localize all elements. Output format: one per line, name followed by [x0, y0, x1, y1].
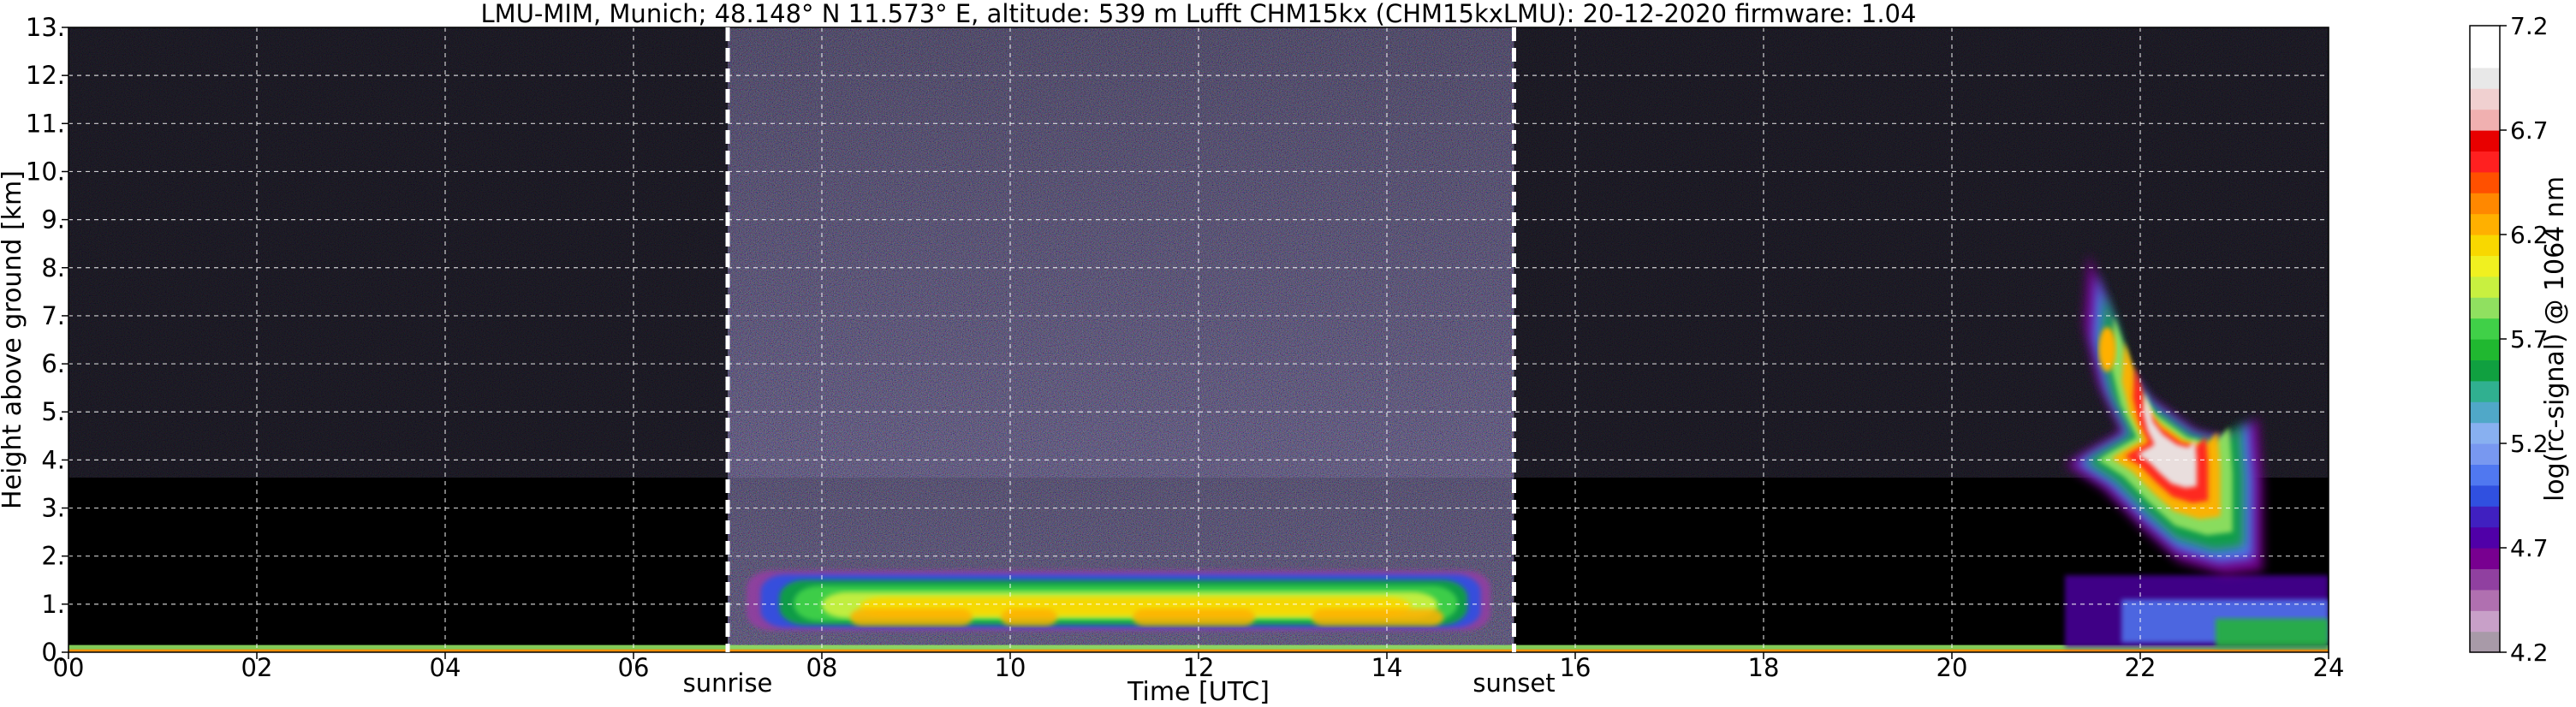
- y-tick-label: 8.: [41, 253, 65, 282]
- sun-markers: sunrise sunset: [683, 27, 1556, 698]
- colorbar-segment: [2470, 610, 2500, 633]
- x-tick-label: 18: [1748, 653, 1780, 682]
- y-tick-label: 7.: [41, 301, 65, 330]
- grid-lines: [68, 27, 2329, 652]
- x-axis: 00 02 04 06 08 10 12 14 16 18 20 22 24: [53, 652, 2345, 682]
- y-tick-label: 10.: [26, 157, 65, 186]
- colorbar-segment: [2470, 506, 2500, 528]
- colorbar-segment: [2470, 26, 2500, 47]
- y-axis-label: Height above ground [km]: [0, 170, 27, 509]
- x-tick-label: 22: [2125, 653, 2157, 682]
- colorbar-segment: [2470, 297, 2500, 319]
- colorbar-tick-label: 5.7: [2510, 325, 2549, 354]
- colorbar-segment: [2470, 443, 2500, 465]
- colorbar-segment: [2470, 401, 2500, 424]
- y-tick-label: 11.: [26, 109, 65, 138]
- plot-area: [68, 27, 2329, 652]
- colorbar-segment: [2470, 67, 2500, 89]
- aerosol-band: [860, 597, 1412, 616]
- colorbar-segment: [2470, 46, 2500, 68]
- aerosol-core: [1312, 609, 1443, 627]
- colorbar-segment: [2470, 213, 2500, 235]
- aerosol-core: [850, 609, 973, 627]
- colorbar-tick-label: 6.7: [2510, 116, 2549, 145]
- sun-marker-label: sunset: [1472, 668, 1555, 698]
- colorbar-segment: [2470, 339, 2500, 360]
- y-tick-label: 2.: [41, 542, 65, 571]
- x-tick-label: 02: [241, 653, 273, 682]
- x-tick-label: 04: [430, 653, 461, 682]
- y-tick-label: 9.: [41, 205, 65, 235]
- colorbar-tick-label: 6.2: [2510, 221, 2549, 249]
- x-tick-label: 12: [1183, 653, 1215, 682]
- near-ground-layer: [68, 645, 2329, 652]
- near-ground-layer-core: [68, 649, 2329, 652]
- aerosol-core: [1133, 609, 1255, 627]
- y-tick-label: 6.: [41, 349, 65, 378]
- cloud-base-core: [2216, 618, 2329, 648]
- cloud-contour: [2137, 391, 2197, 488]
- colorbar-tick-label: 4.2: [2510, 639, 2549, 667]
- x-tick-label: 06: [618, 653, 650, 682]
- y-tick-label: 3.: [41, 494, 65, 523]
- x-tick-label: 08: [806, 653, 838, 682]
- colorbar-segment: [2470, 193, 2500, 215]
- y-tick-label: 13.: [26, 13, 65, 42]
- daytime-noise: [728, 27, 1514, 652]
- y-tick-label: 12.: [26, 61, 65, 90]
- colorbar-tick-label: 5.2: [2510, 430, 2549, 458]
- x-tick-label: 24: [2313, 653, 2345, 682]
- aerosol-core: [1001, 609, 1057, 627]
- chart-title: LMU-MIM, Munich; 48.148° N 11.573° E, al…: [481, 0, 1917, 28]
- colorbar-segment: [2470, 568, 2500, 591]
- colorbar-segment: [2470, 109, 2500, 131]
- colorbar-segment: [2470, 318, 2500, 340]
- colorbar-segment: [2470, 526, 2500, 549]
- colorbar-segment: [2470, 631, 2500, 653]
- colorbar-segment: [2470, 276, 2500, 298]
- colorbar-segment: [2470, 422, 2500, 444]
- colorbar: 4.2 4.7 5.2 5.7 6.2 6.7 7.2: [2469, 12, 2549, 667]
- y-tick-label: 4.: [41, 445, 65, 474]
- x-tick-label: 10: [995, 653, 1026, 682]
- x-tick-label: 16: [1560, 653, 1591, 682]
- sun-marker-label: sunrise: [683, 668, 773, 698]
- y-tick-label: 5.: [41, 397, 65, 426]
- colorbar-segment: [2470, 235, 2500, 256]
- colorbar-segment: [2470, 151, 2500, 173]
- x-tick-label: 20: [1936, 653, 1968, 682]
- colorbar-segment: [2470, 464, 2500, 486]
- cloud-tower-core: [2098, 327, 2116, 372]
- colorbar-segment: [2470, 171, 2500, 193]
- y-tick-label: 1.: [41, 590, 65, 619]
- y-axis: 0. 1. 2. 3. 4. 5. 6. 7. 8. 9. 10. 11. 12. 13.: [26, 13, 68, 667]
- colorbar-segment: [2470, 589, 2500, 611]
- colorbar-segment: [2470, 255, 2500, 277]
- colorbar-segment: [2470, 359, 2500, 382]
- colorbar-segment: [2470, 548, 2500, 569]
- x-tick-label: 14: [1371, 653, 1403, 682]
- colorbar-segment: [2470, 380, 2500, 402]
- colorbar-tick-label: 7.2: [2510, 12, 2549, 40]
- x-axis-label: Time [UTC]: [1127, 677, 1270, 707]
- colorbar-segment: [2470, 88, 2500, 110]
- y-tick-label: 0.: [41, 638, 65, 667]
- colorbar-segment: [2470, 130, 2500, 152]
- colorbar-segment: [2470, 484, 2500, 507]
- colorbar-label: log(rc-signal) @ 1064 nm: [2540, 176, 2570, 502]
- colorbar-tick-label: 4.7: [2510, 534, 2549, 562]
- x-tick-label: 00: [53, 653, 85, 682]
